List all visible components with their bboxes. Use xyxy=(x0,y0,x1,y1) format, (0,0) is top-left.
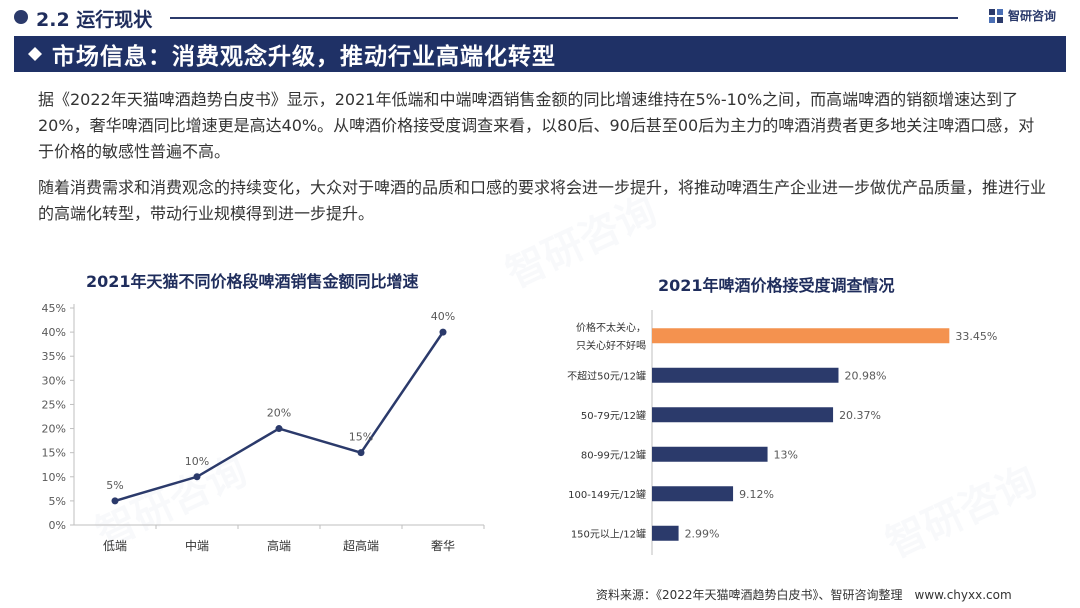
data-label: 15% xyxy=(349,431,373,444)
bar-chart-title: 2021年啤酒价格接受度调查情况 xyxy=(658,276,895,295)
bar xyxy=(652,367,839,383)
category-label: 80-99元/12罐 xyxy=(581,448,646,461)
data-label: 10% xyxy=(185,455,209,468)
top-bar: 2.2 运行现状 智研咨询 xyxy=(0,0,1080,36)
category-label: 不超过50元/12罐 xyxy=(567,369,646,382)
data-label: 40% xyxy=(431,310,455,323)
y-tick-label: 40% xyxy=(42,326,66,339)
line-chart-title: 2021年天猫不同价格段啤酒销售金额同比增速 xyxy=(86,272,419,291)
category-label: 50-79元/12罐 xyxy=(581,409,646,422)
y-tick-label: 20% xyxy=(42,423,66,436)
brand-logo-icon xyxy=(989,8,1003,23)
banner: 市场信息：消费观念升级，推动行业高端化转型 xyxy=(14,36,1066,72)
data-label: 2.99% xyxy=(685,527,720,540)
line-chart: 0% 5% 10% 15% 20% 25% 30% 35% 40% 45% 低端 中端 高端 超高端 奢华 5… xyxy=(42,302,485,553)
data-label: 5% xyxy=(106,479,123,492)
bar xyxy=(652,446,768,462)
y-tick-label: 5% xyxy=(49,495,66,508)
x-tick-label: 中端 xyxy=(185,538,209,553)
page-title: 市场信息：消费观念升级，推动行业高端化转型 xyxy=(52,44,556,70)
data-point xyxy=(193,473,201,481)
bar xyxy=(652,407,834,423)
data-point xyxy=(111,497,119,505)
data-label: 20.98% xyxy=(844,369,886,382)
y-tick-label: 0% xyxy=(49,519,66,532)
data-point xyxy=(439,328,447,336)
section-title: 2.2 运行现状 xyxy=(36,9,153,31)
bar-chart: 33.45% 价格不太关心， 只关心好不好喝 20.98% 不超过50元/12罐 20.3… xyxy=(567,310,997,555)
section-bullet-icon xyxy=(14,10,28,24)
bar xyxy=(652,486,734,502)
data-point xyxy=(357,449,365,457)
data-label: 20.37% xyxy=(839,409,881,422)
brand: 智研咨询 xyxy=(988,7,1056,24)
category-label: 100-149元/12罐 xyxy=(568,488,646,501)
bar xyxy=(652,328,950,344)
paragraph: 据《2022年天猫啤酒趋势白皮书》显示，2021年低端和中端啤酒销售金额的同比增… xyxy=(38,90,1035,161)
x-tick-label: 低端 xyxy=(103,539,127,553)
bar xyxy=(652,525,679,541)
data-label: 13% xyxy=(774,448,798,461)
source-note: 资料来源：《2022年天猫啤酒趋势白皮书》、智研咨询整理 www.chyxx.c… xyxy=(596,588,1012,602)
y-tick-label: 45% xyxy=(42,302,66,315)
y-tick-label: 10% xyxy=(42,471,66,484)
category-label: 只关心好不好喝 xyxy=(576,339,646,352)
category-label: 价格不太关心， xyxy=(576,321,646,334)
brand-name: 智研咨询 xyxy=(1008,9,1057,23)
diamond-icon xyxy=(28,47,42,61)
x-tick-label: 超高端 xyxy=(343,538,379,553)
x-tick-label: 高端 xyxy=(267,538,291,553)
y-tick-label: 25% xyxy=(42,398,66,411)
data-label: 33.45% xyxy=(955,330,997,343)
data-label: 9.12% xyxy=(739,488,774,501)
y-tick-label: 30% xyxy=(42,374,66,387)
data-point xyxy=(275,425,283,433)
x-tick-label: 奢华 xyxy=(431,539,455,553)
paragraph: 随着消费需求和消费观念的持续变化，大众对于啤酒的品质和口感的要求将会进一步提升，… xyxy=(38,178,1047,223)
y-tick-label: 35% xyxy=(42,350,66,363)
y-tick-label: 15% xyxy=(42,447,66,460)
data-label: 20% xyxy=(267,407,291,420)
category-label: 150元以上/12罐 xyxy=(571,527,646,540)
divider xyxy=(170,17,958,19)
